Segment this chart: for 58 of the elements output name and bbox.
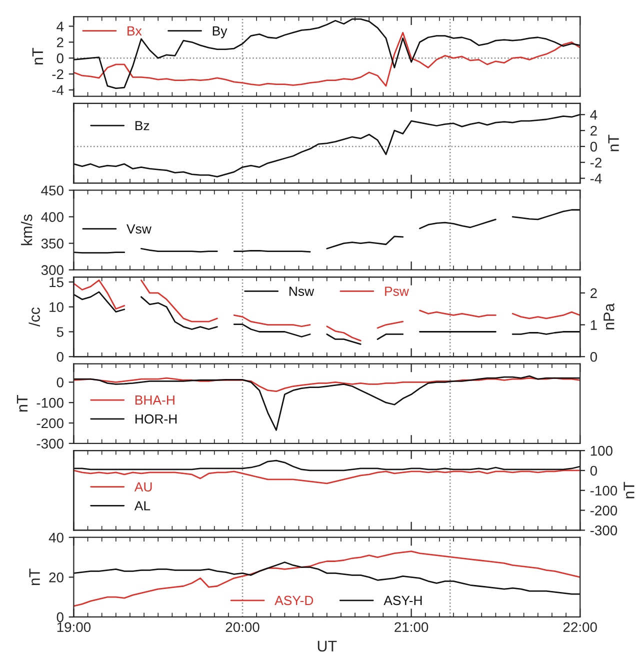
y-axis-title: nT: [16, 395, 28, 412]
y2-tick-label: -4: [590, 174, 602, 184]
legend-label: ASY-D: [274, 596, 314, 606]
x-tick-label: 19:00: [57, 622, 91, 632]
legend-label: HOR-H: [135, 414, 177, 424]
y2-axis-title: nPa: [604, 303, 614, 330]
x-tick-label: 21:00: [394, 622, 428, 632]
y-axis-title: km/s: [21, 214, 32, 246]
y2-tick-label: 4: [590, 110, 598, 120]
y2-tick-label: 0: [590, 142, 598, 152]
y2-tick-label: -2: [590, 158, 602, 168]
y-tick-label: 350: [41, 238, 64, 248]
legend-label: Psw: [385, 286, 409, 296]
y-axis-title: nT: [29, 568, 40, 586]
x-tick-label: 20:00: [226, 622, 260, 632]
x-tick-label: 22:00: [563, 622, 597, 632]
y-tick-label: -100: [36, 398, 64, 408]
y-tick-label: -2: [52, 69, 64, 80]
y-tick-label: 450: [41, 186, 64, 196]
y-axis-title: /cc: [28, 307, 40, 327]
y2-tick-label: 2: [590, 288, 597, 298]
y-tick-label: -4: [52, 85, 64, 95]
y2-tick-label: 0: [590, 466, 598, 476]
y-tick-label: -200: [36, 418, 64, 428]
y-tick-label: 40: [48, 532, 64, 543]
y-tick-label: 15: [50, 277, 64, 288]
y2-tick-label: -300: [590, 526, 618, 536]
y2-axis-title: nT: [624, 482, 634, 498]
y-tick-label: 400: [41, 212, 64, 222]
text: AL: [134, 501, 150, 510]
legend-label: Bx: [128, 26, 142, 36]
legend-label: BHA-H: [135, 396, 174, 405]
y-tick-label: 20: [49, 572, 64, 582]
y-tick-label: -300: [36, 438, 64, 449]
y-tick-label: 0: [56, 352, 64, 362]
y2-tick-label: 0: [590, 352, 598, 362]
legend-label: Bz: [135, 121, 150, 130]
y2-tick-label: -200: [590, 506, 618, 516]
legend-label: By: [212, 26, 228, 38]
y-axis-title: nT: [32, 48, 43, 64]
y-tick-label: 10: [50, 302, 64, 312]
x-axis-title: UT: [318, 640, 337, 652]
y2-tick-label: 1: [590, 320, 597, 330]
legend-label: Nsw: [290, 286, 314, 296]
y2-tick-label: 2: [590, 126, 597, 136]
y-tick-label: 4: [56, 22, 64, 32]
y-tick-label: 0: [56, 53, 64, 64]
y2-tick-label: 100: [590, 446, 612, 456]
series-label: AU: [134, 482, 152, 492]
y-tick-label: 0: [56, 612, 64, 622]
y2-axis-title: nT: [608, 134, 619, 152]
legend-label: ASY-H: [384, 596, 422, 606]
legend-label: Vsw: [126, 224, 152, 234]
y-tick-label: 300: [41, 265, 64, 276]
y-tick-label: 5: [56, 327, 64, 337]
y-tick-label: 2: [56, 37, 64, 48]
y-tick-label: 0: [56, 378, 64, 388]
y2-tick-label: -100: [590, 486, 618, 496]
